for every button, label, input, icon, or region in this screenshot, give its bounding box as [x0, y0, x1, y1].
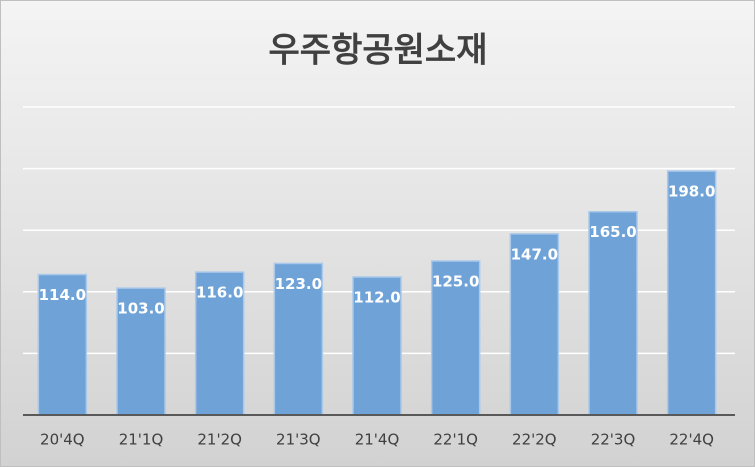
data-label: 114.0	[39, 286, 86, 304]
bar	[37, 273, 88, 416]
data-label: 112.0	[353, 289, 400, 307]
x-tick-label: 21'3Q	[276, 431, 321, 449]
chart-title: 우주항공원소재	[269, 31, 488, 71]
marks: 114.0 103.0 116.0 123.0 112.0 125.0 147.0 165.0…	[37, 170, 717, 416]
x-tick-label: 21'1Q	[119, 431, 164, 449]
bar	[588, 210, 638, 416]
x-tick-label: 20'4Q	[40, 431, 85, 449]
x-tick-label: 22'2Q	[512, 431, 557, 449]
data-label: 103.0	[117, 300, 164, 318]
data-label: 165.0	[589, 223, 636, 241]
data-label: 147.0	[511, 245, 558, 263]
bar	[352, 276, 402, 416]
data-label: 125.0	[432, 273, 479, 291]
x-tick-label: 21'2Q	[197, 431, 242, 449]
bar	[273, 262, 324, 416]
data-label: 116.0	[196, 284, 243, 302]
bar	[116, 287, 166, 416]
data-label: 123.0	[275, 275, 322, 293]
x-tick-label: 22'4Q	[669, 431, 714, 449]
data-label: 198.0	[668, 183, 715, 201]
x-tick-label: 22'1Q	[433, 431, 478, 449]
bar	[666, 170, 717, 416]
bar	[194, 271, 245, 416]
x-tick-label: 21'4Q	[355, 431, 400, 449]
x-tick-label: 22'3Q	[591, 431, 636, 449]
